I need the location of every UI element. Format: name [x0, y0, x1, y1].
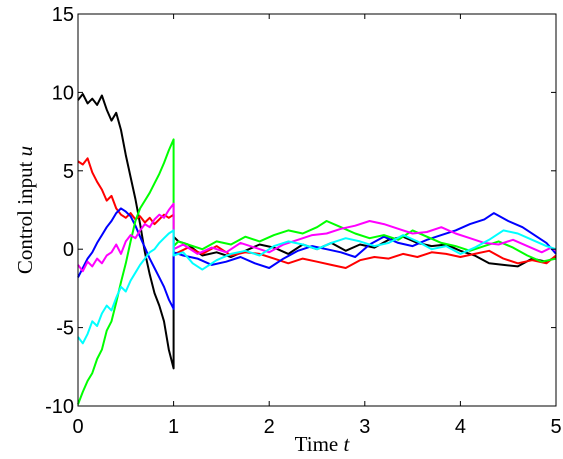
series-line-3 [77, 207, 557, 310]
y-tick-label: -5 [56, 318, 74, 340]
y-tick-label: 5 [63, 161, 74, 183]
x-tick-label: 3 [359, 416, 370, 438]
x-tick-label: 5 [550, 416, 561, 438]
ticks-layer: 0 1 2 3 4 5 -10 -5 0 5 10 15 [45, 4, 561, 438]
y-tick-label: -10 [45, 396, 74, 418]
y-axis-label-text: Control input [13, 161, 37, 274]
x-axis-label-var: t [344, 432, 351, 456]
x-tick-label: 2 [264, 416, 275, 438]
y-axis-label: Control input u [13, 146, 37, 274]
series-line-4 [77, 138, 557, 405]
series-line-6 [77, 229, 557, 345]
x-axis-label-text: Time [295, 432, 339, 456]
x-axis-label: Time t [295, 432, 351, 456]
y-tick-label: 15 [52, 4, 74, 26]
y-tick-label: 10 [52, 82, 74, 104]
y-tick-label: 0 [63, 239, 74, 261]
series-line-5 [77, 202, 557, 273]
y-axis-label-var: u [13, 146, 37, 157]
series-line-2 [77, 157, 557, 269]
x-tick-label: 0 [72, 416, 83, 438]
x-tick-label: 4 [455, 416, 466, 438]
x-tick-label: 1 [168, 416, 179, 438]
plot-frame [77, 13, 557, 407]
series-line-1 [77, 93, 557, 370]
series-layer [77, 93, 557, 405]
